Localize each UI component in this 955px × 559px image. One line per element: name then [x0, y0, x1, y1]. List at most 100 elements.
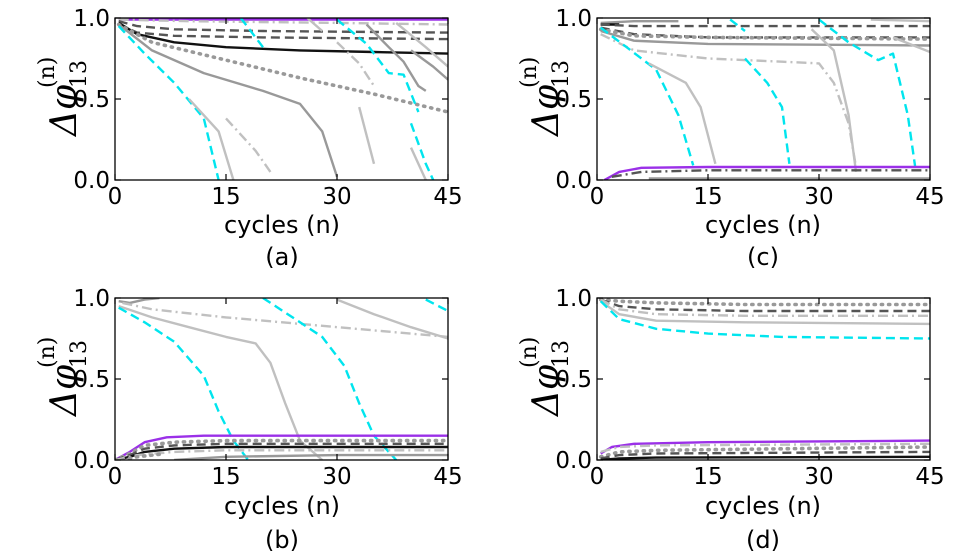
series-line — [117, 25, 220, 180]
y-tick-label: 0.5 — [73, 87, 110, 113]
series-line — [600, 20, 679, 25]
y-tick-label: 0.0 — [555, 448, 592, 474]
series-line — [599, 300, 930, 340]
y-label-main: Δφ — [44, 84, 85, 138]
series-line — [600, 455, 930, 460]
y-label-subscript: 13 — [549, 60, 574, 88]
series-line — [188, 98, 235, 180]
x-tick-label: 30 — [322, 464, 351, 490]
y-tick-label: 0.5 — [73, 367, 110, 393]
x-tick-label: 0 — [590, 464, 605, 490]
panel-label: (b) — [265, 526, 299, 554]
series-line — [120, 452, 162, 460]
x-tick-label: 15 — [211, 184, 240, 210]
y-label-subscript: 13 — [549, 340, 574, 368]
x-tick-label: 45 — [433, 184, 462, 210]
y-label-superscript: (n) — [35, 57, 60, 88]
series-line — [598, 27, 930, 41]
series-line — [174, 453, 448, 460]
y-tick-label: 0.0 — [73, 448, 110, 474]
series-line — [118, 304, 323, 460]
series-line — [116, 22, 448, 114]
y-label-superscript: (n) — [517, 337, 542, 368]
x-tick-label: 30 — [322, 184, 351, 210]
y-label-subscript: 13 — [67, 340, 92, 368]
series-line — [892, 36, 930, 54]
series-line — [818, 18, 917, 168]
series-line — [225, 117, 272, 173]
x-axis-label: cycles (n) — [705, 211, 821, 239]
series-group — [598, 298, 930, 460]
series-group — [116, 18, 448, 180]
series-line — [409, 147, 427, 180]
series-line — [410, 49, 448, 81]
series-line — [118, 18, 448, 26]
y-tick-label: 1.0 — [73, 286, 110, 312]
x-tick-label: 0 — [108, 184, 123, 210]
y-label-subscript: 13 — [67, 60, 92, 88]
series-line — [425, 298, 448, 313]
y-label-main: Δφ — [526, 84, 567, 138]
series-line — [600, 298, 930, 313]
series-line — [336, 298, 448, 340]
y-tick-label: 1.0 — [555, 6, 592, 32]
series-line — [598, 445, 930, 459]
series-line — [118, 20, 448, 34]
y-label-main: Δφ — [526, 364, 567, 418]
series-line — [239, 18, 264, 48]
series-line — [600, 300, 930, 326]
x-tick-label: 15 — [211, 464, 240, 490]
series-line — [115, 445, 448, 460]
series-group — [598, 18, 930, 180]
series-line — [648, 62, 717, 165]
series-line — [600, 29, 930, 47]
panel-label: (c) — [747, 243, 779, 271]
series-line — [358, 106, 376, 165]
series-line — [306, 18, 323, 32]
series-line — [118, 298, 160, 305]
series-line — [118, 306, 250, 460]
series-line — [729, 18, 746, 32]
series-line — [600, 442, 930, 454]
series-line — [810, 28, 858, 173]
series-line — [600, 23, 930, 28]
series-line — [611, 169, 930, 178]
y-tick-label: 1.0 — [73, 6, 110, 32]
x-axis-label: cycles (n) — [224, 211, 340, 239]
x-axis-label: cycles (n) — [705, 492, 821, 520]
series-line — [395, 21, 448, 68]
y-tick-label: 0.5 — [555, 367, 592, 393]
x-tick-label: 15 — [693, 184, 722, 210]
series-line — [122, 301, 448, 339]
y-tick-label: 0.5 — [555, 87, 592, 113]
panel-label: (a) — [265, 243, 298, 271]
series-line — [600, 298, 930, 317]
series-line — [744, 57, 791, 164]
series-line — [118, 23, 448, 41]
series-line — [409, 122, 435, 180]
x-tick-label: 0 — [108, 464, 123, 490]
series-line — [600, 33, 858, 168]
series-line — [870, 18, 930, 23]
y-tick-label: 1.0 — [555, 286, 592, 312]
series-line — [115, 438, 448, 460]
panel-label: (d) — [746, 526, 780, 554]
x-tick-label: 45 — [433, 464, 462, 490]
y-label-superscript: (n) — [35, 337, 60, 368]
y-label-superscript: (n) — [517, 57, 542, 88]
x-tick-label: 15 — [693, 464, 722, 490]
series-line — [117, 23, 339, 178]
x-tick-label: 30 — [804, 464, 833, 490]
series-group — [115, 298, 448, 460]
series-line — [365, 23, 427, 92]
y-tick-label: 0.0 — [73, 168, 110, 194]
series-line — [603, 165, 930, 180]
